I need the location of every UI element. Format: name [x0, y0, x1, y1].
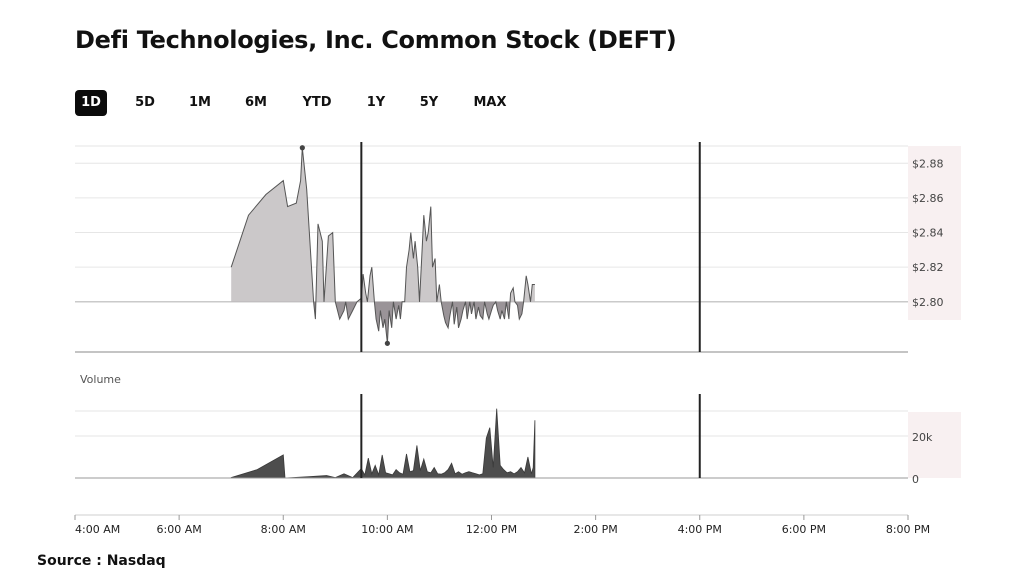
x-axis-label: 4:00 AM	[75, 523, 120, 536]
x-axis-label: 10:00 AM	[361, 523, 413, 536]
range-button-1y[interactable]: 1Y	[366, 95, 386, 110]
price-area-above	[231, 147, 535, 302]
price-low-marker	[384, 340, 390, 346]
range-button-ytd[interactable]: YTD	[302, 95, 332, 110]
price-tick-label: $2.84	[912, 227, 944, 240]
price-line	[230, 147, 535, 344]
range-button-5y[interactable]: 5Y	[419, 95, 439, 110]
price-tick-label: $2.80	[912, 296, 944, 309]
source-label: Source : Nasdaq	[37, 553, 166, 569]
price-axis-gutter	[908, 146, 961, 320]
range-button-1m[interactable]: 1M	[189, 95, 211, 110]
volume-area	[230, 408, 536, 479]
price-tick-label: $2.88	[912, 157, 944, 170]
volume-label: Volume	[80, 373, 121, 386]
range-button-5d[interactable]: 5D	[135, 95, 155, 110]
x-axis-label: 8:00 AM	[261, 523, 306, 536]
range-button-6m[interactable]: 6M	[245, 95, 267, 110]
volume-tick-label: 20k	[912, 431, 933, 444]
price-tick-label: $2.82	[912, 261, 944, 274]
range-button-max[interactable]: MAX	[473, 95, 507, 110]
x-axis-label: 12:00 PM	[466, 523, 517, 536]
price-area-below	[313, 301, 531, 344]
page-title: Defi Technologies, Inc. Common Stock (DE…	[75, 26, 677, 54]
x-axis-label: 2:00 PM	[573, 523, 617, 536]
price-tick-label: $2.86	[912, 192, 944, 205]
price-high-marker	[299, 145, 305, 151]
x-axis-label: 4:00 PM	[678, 523, 722, 536]
x-axis-label: 6:00 PM	[782, 523, 826, 536]
range-button-1d[interactable]: 1D	[75, 90, 107, 116]
volume-axis-gutter	[908, 412, 961, 478]
x-axis-label: 8:00 PM	[886, 523, 930, 536]
volume-tick-label: 0	[912, 473, 919, 486]
x-axis-label: 6:00 AM	[157, 523, 202, 536]
